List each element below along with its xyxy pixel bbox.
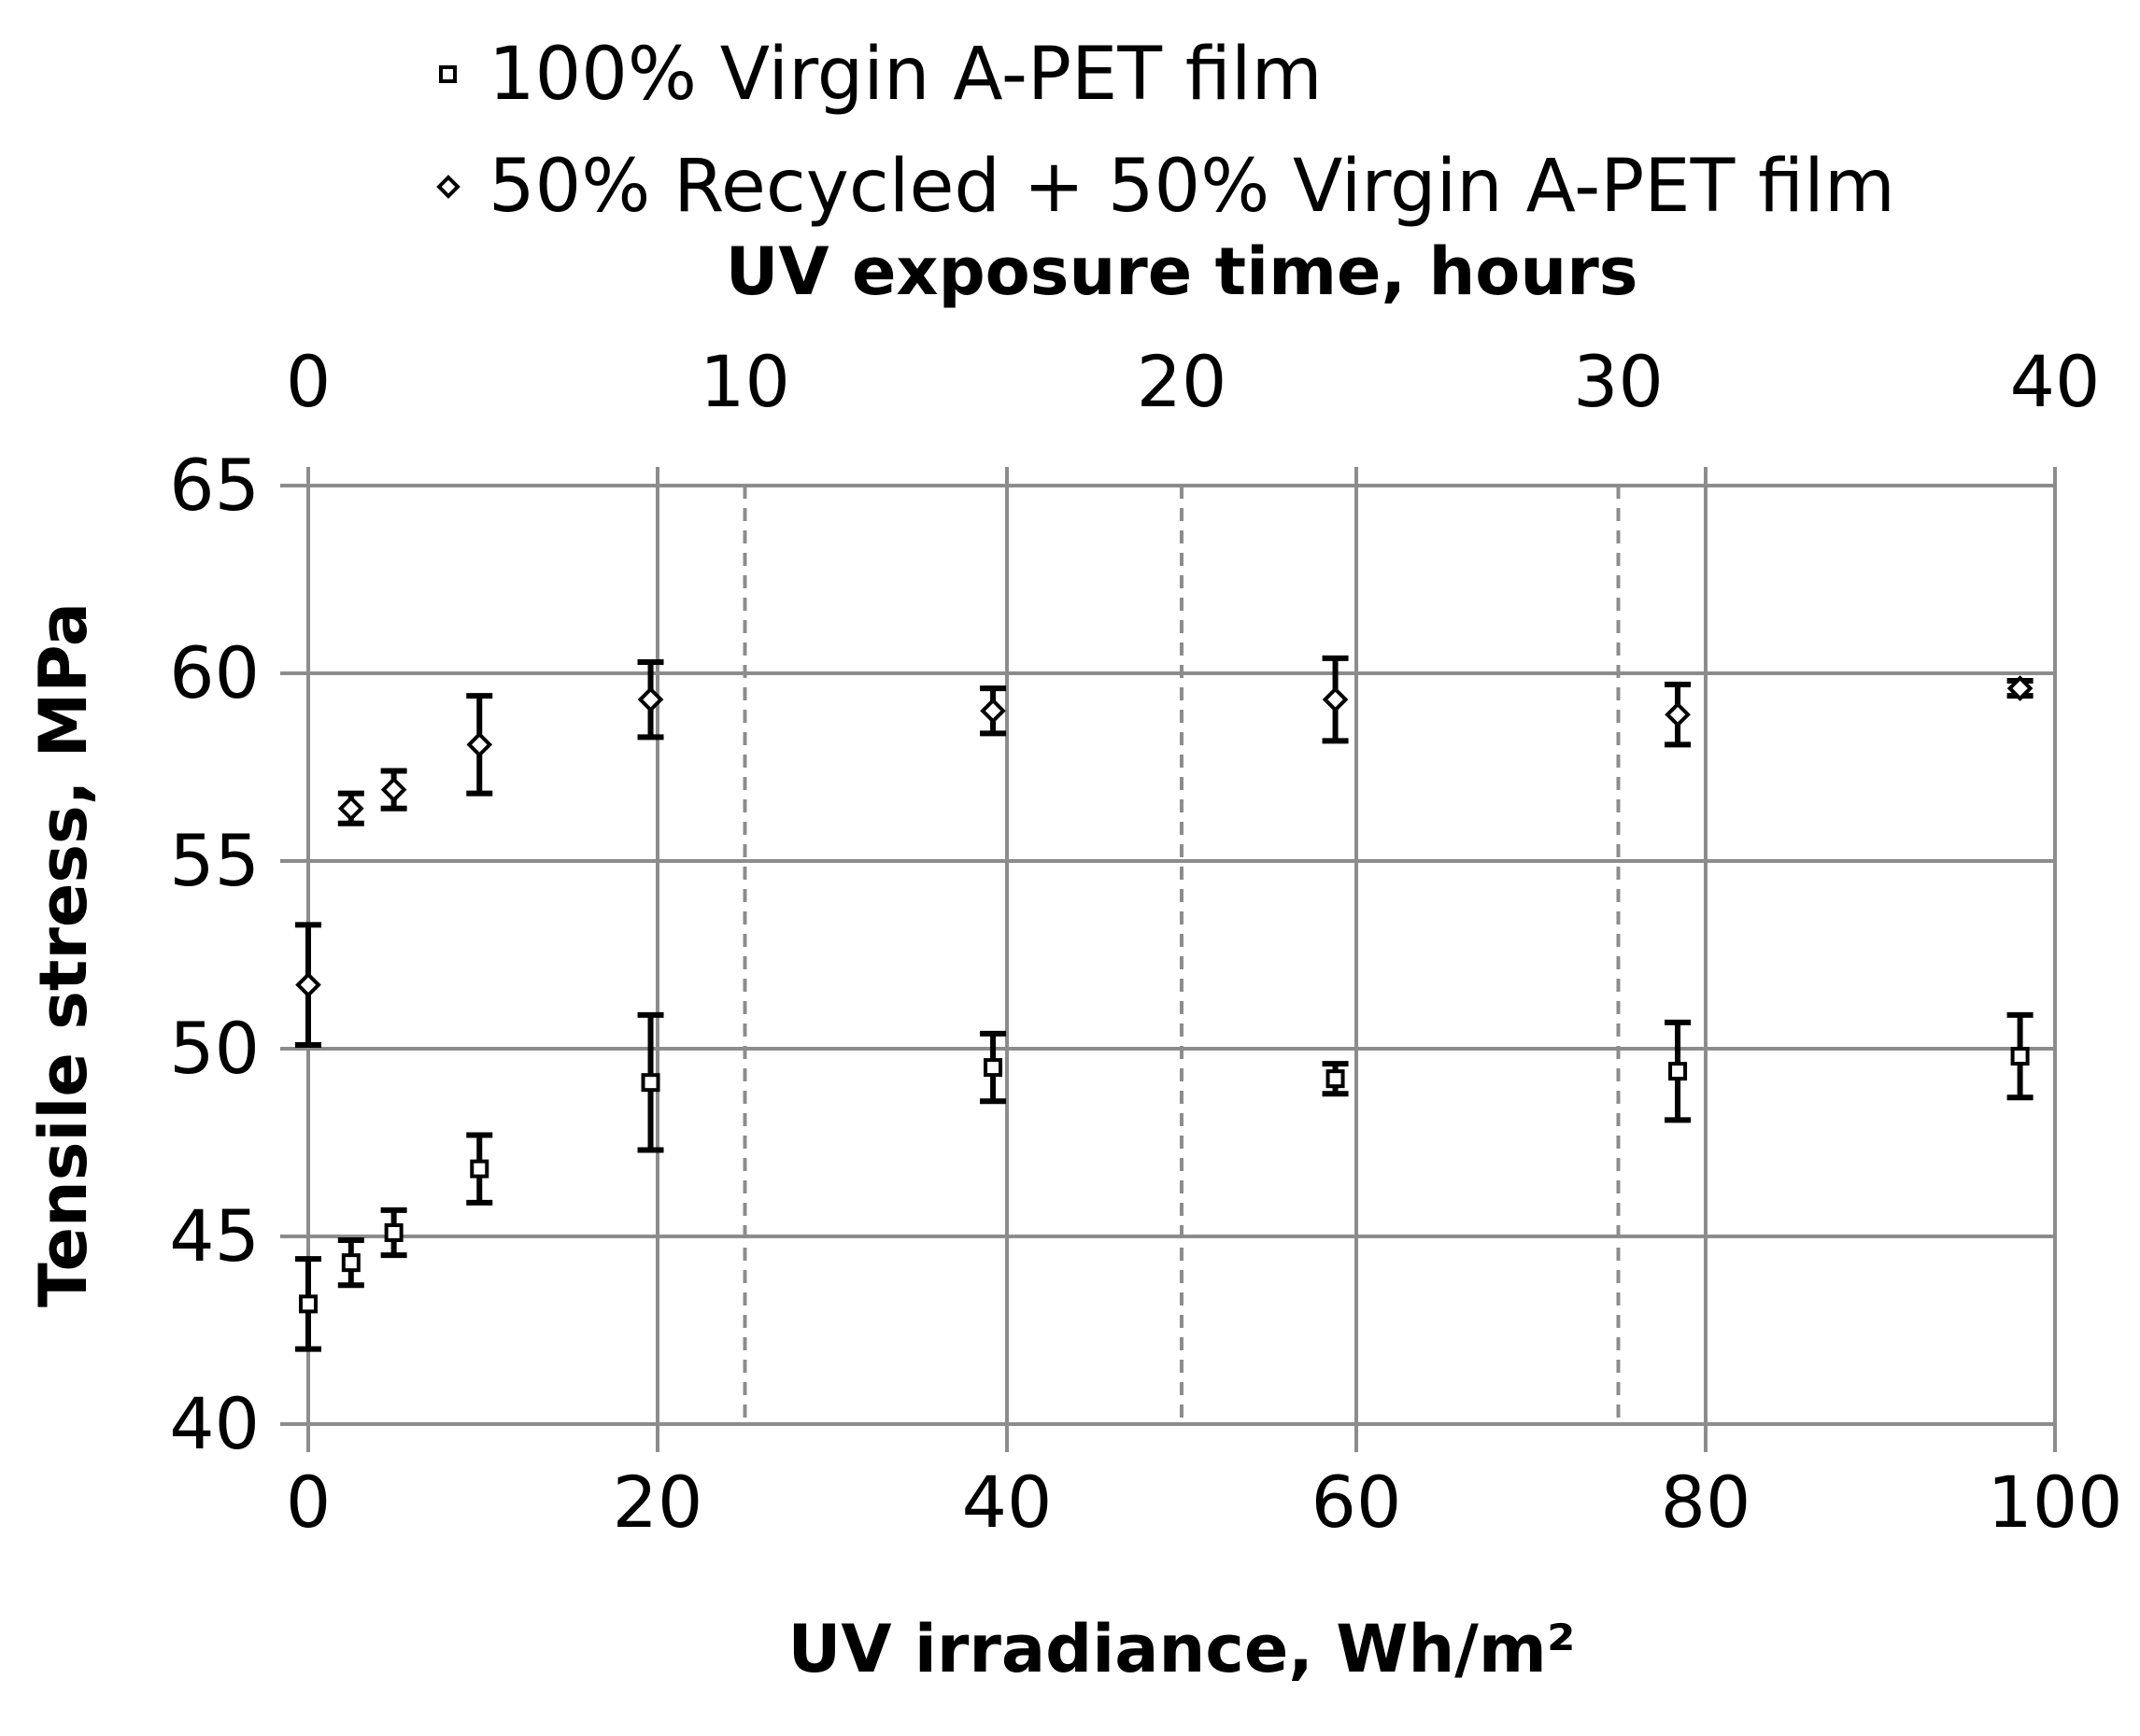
legend-item-recycled: 50% Recycled + 50% Virgin A-PET film xyxy=(425,131,1895,243)
x-tick-label: 100 xyxy=(1987,1461,2122,1544)
x-tick-label: 0 xyxy=(286,1461,331,1544)
y-tick-label: 45 xyxy=(169,1194,260,1277)
x-tick-label: 40 xyxy=(962,1461,1053,1544)
data-point-square xyxy=(341,1253,361,1273)
data-point-square xyxy=(641,1073,660,1093)
x2-tick-label: 0 xyxy=(286,340,331,423)
x-tick-label: 60 xyxy=(1311,1461,1402,1544)
square-marker-icon xyxy=(425,19,472,131)
legend: 100% Virgin A-PET film 50% Recycled + 50… xyxy=(425,19,1895,243)
legend-label-recycled: 50% Recycled + 50% Virgin A-PET film xyxy=(489,145,1895,229)
y-tick-label: 40 xyxy=(169,1382,260,1465)
y-tick-label: 65 xyxy=(169,444,260,527)
data-point-diamond xyxy=(380,776,407,803)
data-point-square xyxy=(984,1058,1003,1078)
legend-item-virgin: 100% Virgin A-PET film xyxy=(425,19,1895,131)
data-point-square xyxy=(384,1222,404,1242)
x2-tick-label: 30 xyxy=(1573,340,1664,423)
data-point-square xyxy=(1668,1062,1688,1081)
x-tick-label: 20 xyxy=(613,1461,703,1544)
data-point-diamond xyxy=(2006,675,2034,701)
data-point-diamond xyxy=(466,731,493,758)
data-point-square xyxy=(1325,1069,1345,1089)
x2-tick-label: 10 xyxy=(700,340,790,423)
data-point-diamond xyxy=(1322,686,1349,713)
diamond-marker-icon xyxy=(425,131,472,243)
legend-label-virgin: 100% Virgin A-PET film xyxy=(489,33,1323,117)
x2-tick-label: 40 xyxy=(2010,340,2101,423)
y-axis-title: Tensile stress, MPa xyxy=(25,602,102,1307)
x-tick-label: 80 xyxy=(1661,1461,1751,1544)
x2-tick-label: 20 xyxy=(1137,340,1227,423)
data-point-diamond xyxy=(637,686,664,713)
data-point-diamond xyxy=(337,795,364,822)
data-point-diamond xyxy=(1665,701,1691,728)
data-point-diamond xyxy=(980,698,1006,725)
data-point-square xyxy=(2010,1047,2030,1066)
data-point-square xyxy=(299,1294,318,1314)
data-point-square xyxy=(470,1159,489,1179)
y-tick-label: 55 xyxy=(169,819,260,902)
y-tick-label: 50 xyxy=(169,1007,260,1090)
data-point-diamond xyxy=(295,971,321,998)
x-axis-title: UV irradiance, Wh/m² xyxy=(788,1611,1576,1687)
y-tick-label: 60 xyxy=(169,631,260,714)
x2-axis-title: UV exposure time, hours xyxy=(726,233,1638,310)
